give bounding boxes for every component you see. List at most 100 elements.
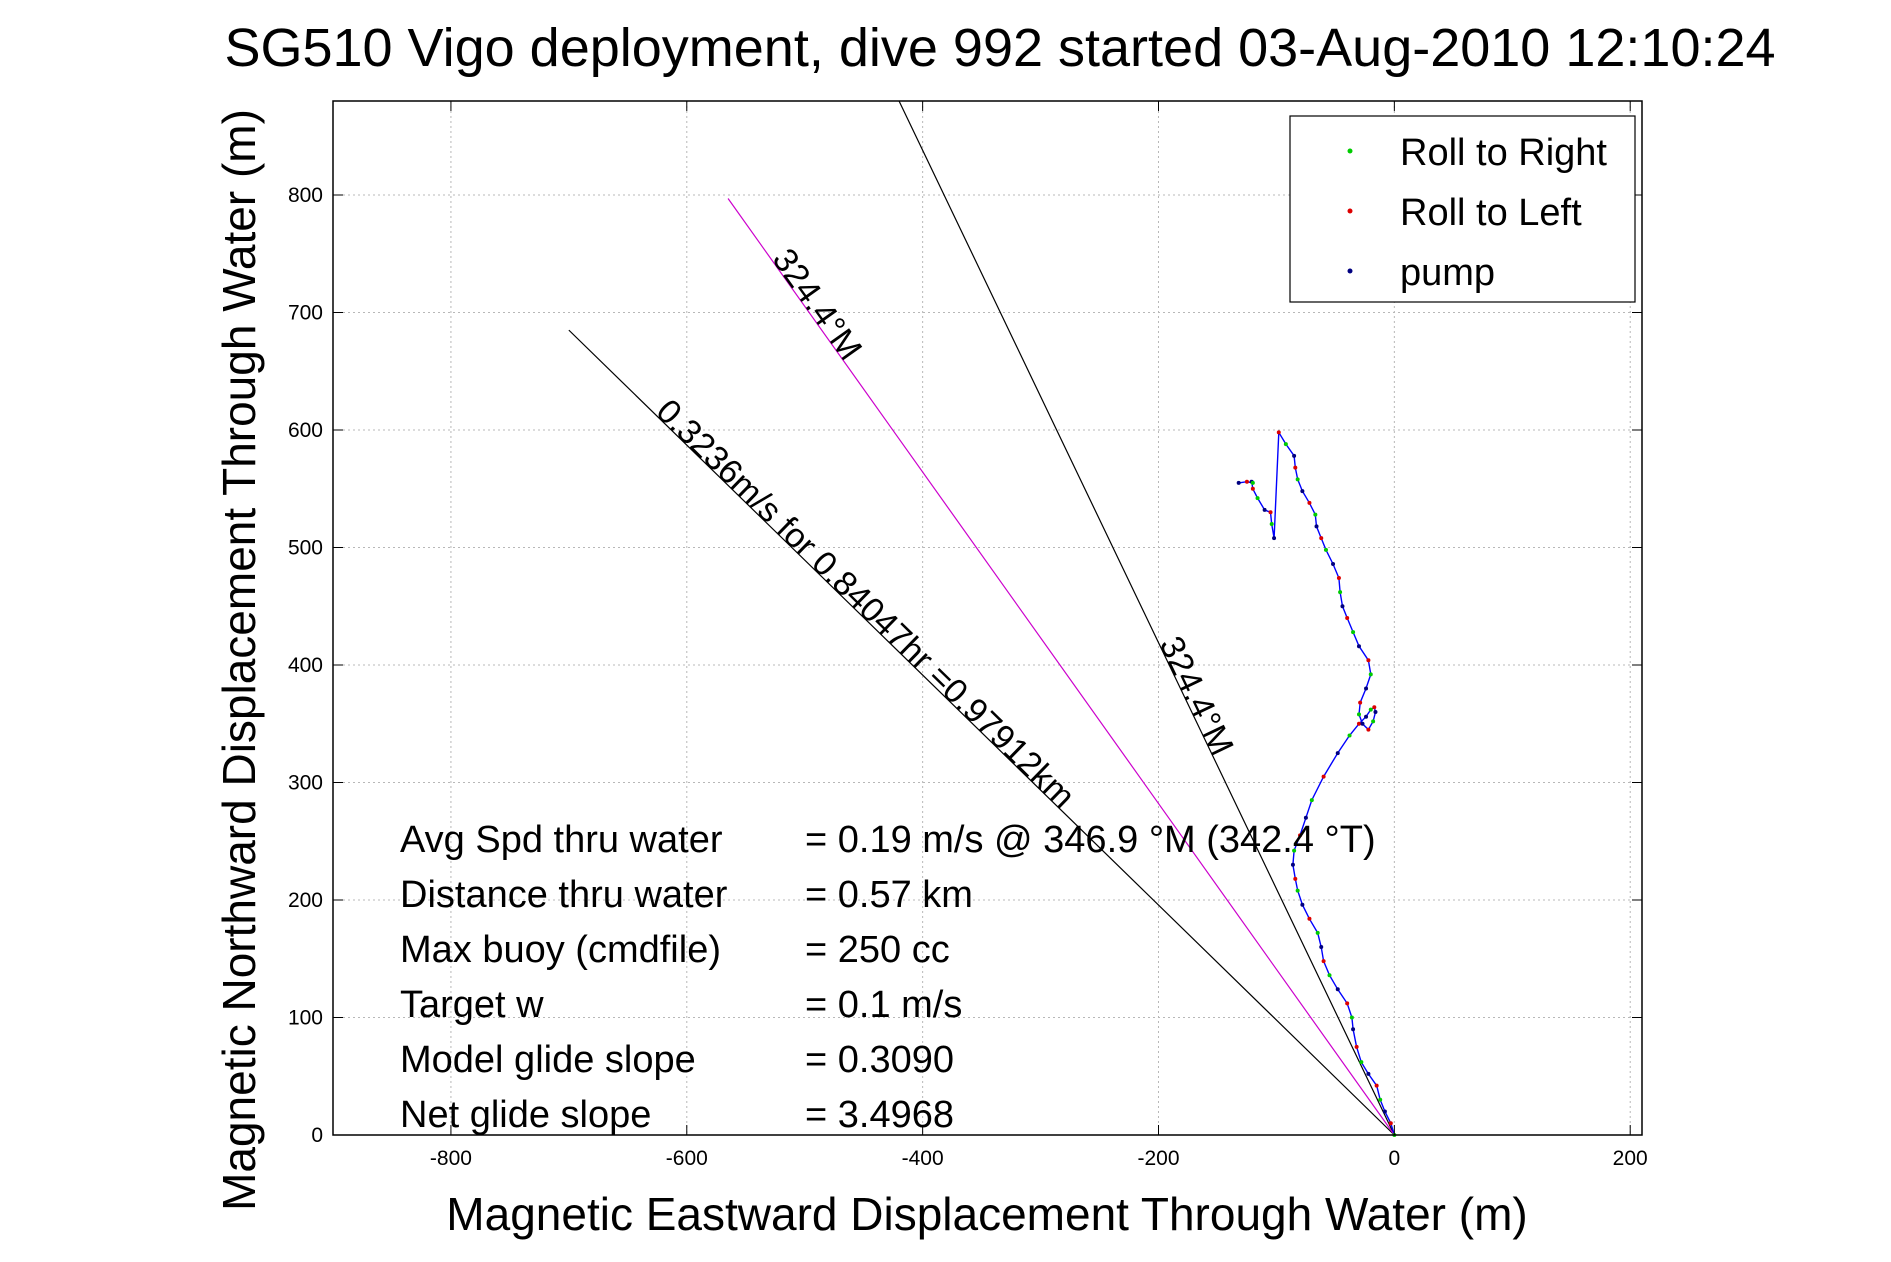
track-point bbox=[1371, 719, 1376, 724]
track-point bbox=[1338, 590, 1343, 595]
track-point bbox=[1359, 1060, 1364, 1065]
track-point bbox=[1303, 815, 1308, 820]
legend-marker bbox=[1347, 268, 1353, 274]
y-tick-label: 700 bbox=[288, 302, 323, 325]
y-tick-label: 500 bbox=[288, 537, 323, 560]
track-point bbox=[1290, 862, 1295, 867]
stat-value: = 250 cc bbox=[805, 929, 950, 971]
track-point bbox=[1300, 902, 1305, 907]
reference-line bbox=[568, 329, 1395, 1136]
track-point bbox=[1300, 489, 1305, 494]
track-point bbox=[1388, 1121, 1393, 1126]
track-point bbox=[1327, 973, 1332, 978]
y-tick-label: 600 bbox=[288, 419, 323, 442]
track-point bbox=[1336, 576, 1341, 581]
track-line bbox=[1238, 430, 1396, 1136]
track-point bbox=[1364, 686, 1369, 691]
stat-label: Distance thru water bbox=[400, 874, 728, 916]
track-point bbox=[1335, 751, 1340, 756]
track-point bbox=[1255, 496, 1260, 501]
track-point bbox=[1250, 486, 1255, 491]
stat-value: = 3.4968 bbox=[805, 1094, 954, 1136]
stat-value: = 0.19 m/s @ 346.9 °M (342.4 °T) bbox=[805, 819, 1376, 861]
track-point bbox=[1335, 987, 1340, 992]
track-point bbox=[1292, 453, 1297, 458]
y-tick-label: 100 bbox=[288, 1007, 323, 1030]
stat-label: Max buoy (cmdfile) bbox=[400, 929, 721, 971]
stat-value: = 0.57 km bbox=[805, 874, 973, 916]
legend: Roll to Right Roll to Left pump bbox=[1289, 115, 1636, 303]
stat-label: Net glide slope bbox=[400, 1094, 651, 1136]
track-point bbox=[1331, 561, 1336, 566]
track-point bbox=[1351, 1027, 1356, 1032]
chart-title: SG510 Vigo deployment, dive 992 started … bbox=[224, 18, 1775, 78]
reference-line bbox=[898, 100, 1395, 1136]
track-point bbox=[1382, 1109, 1387, 1114]
track-point bbox=[1250, 480, 1255, 485]
legend-entry: Roll to Right bbox=[1400, 132, 1607, 174]
y-tick-label: 0 bbox=[311, 1124, 323, 1147]
reference-line-label: 324.4°M bbox=[765, 242, 870, 368]
y-tick-label: 300 bbox=[288, 772, 323, 795]
stat-value: = 0.1 m/s bbox=[805, 984, 962, 1026]
legend-entry: Roll to Left bbox=[1400, 192, 1582, 234]
stat-value: = 0.3090 bbox=[805, 1039, 954, 1081]
track-point bbox=[1356, 644, 1361, 649]
x-axis-label: Magnetic Eastward Displacement Through W… bbox=[446, 1188, 1527, 1240]
reference-line bbox=[727, 198, 1395, 1136]
track-point bbox=[1368, 672, 1373, 677]
track-point bbox=[1319, 945, 1324, 949]
track-point bbox=[1354, 1044, 1359, 1049]
x-tick-label: -200 bbox=[1137, 1147, 1179, 1170]
y-tick-label: 800 bbox=[288, 184, 323, 207]
track-point bbox=[1283, 442, 1288, 447]
track-point bbox=[1295, 477, 1300, 482]
track-point bbox=[1298, 833, 1303, 838]
track-point bbox=[1293, 465, 1298, 470]
y-tick-label: 400 bbox=[288, 654, 323, 677]
legend-entry: pump bbox=[1400, 252, 1495, 294]
track-point bbox=[1262, 507, 1267, 512]
track-point bbox=[1315, 930, 1320, 935]
track-point bbox=[1373, 710, 1378, 714]
x-tick-label: -800 bbox=[430, 1147, 472, 1170]
legend-marker bbox=[1347, 148, 1353, 154]
y-axis-label: Magnetic Northward Displacement Through … bbox=[213, 109, 265, 1211]
track-point bbox=[1368, 707, 1373, 712]
track-point bbox=[1321, 774, 1326, 779]
track-point bbox=[1323, 547, 1328, 552]
reference-lines: 324.4°M0.3236m/s for 0.84047hr =0.97912k… bbox=[568, 100, 1395, 1136]
ticks: -800 -600 -400 -200 0 200 0 100 200 300 400 500 600 7… bbox=[288, 101, 1648, 1170]
stat-label: Target w bbox=[400, 984, 544, 1026]
track-point bbox=[1347, 733, 1352, 738]
track-point bbox=[1364, 714, 1369, 719]
reference-line-label: 324.4°M bbox=[1152, 630, 1241, 761]
track-point bbox=[1309, 798, 1314, 803]
x-tick-label: 200 bbox=[1613, 1147, 1648, 1170]
x-tick-label: -600 bbox=[666, 1147, 708, 1170]
track-point bbox=[1372, 705, 1377, 710]
track-point bbox=[1358, 700, 1363, 705]
track-point bbox=[1340, 604, 1345, 609]
x-tick-label: -400 bbox=[902, 1147, 944, 1170]
track-point bbox=[1356, 721, 1361, 726]
track-point bbox=[1314, 524, 1319, 529]
legend-marker bbox=[1347, 208, 1353, 214]
track-point bbox=[1295, 888, 1300, 893]
track-point bbox=[1366, 727, 1371, 732]
track-point bbox=[1356, 712, 1361, 717]
track-point bbox=[1269, 522, 1274, 526]
stat-label: Avg Spd thru water bbox=[400, 819, 723, 861]
series-layer bbox=[1236, 430, 1397, 1137]
track-point bbox=[1374, 1083, 1379, 1088]
track-point bbox=[1351, 630, 1356, 635]
track-point bbox=[1268, 510, 1273, 515]
x-tick-label: 0 bbox=[1389, 1147, 1401, 1170]
plot-frame bbox=[332, 100, 1643, 1136]
track-point bbox=[1345, 1001, 1350, 1006]
track-point bbox=[1366, 658, 1371, 663]
track-point bbox=[1272, 536, 1277, 541]
track-point bbox=[1319, 536, 1324, 541]
track-point bbox=[1292, 848, 1297, 853]
